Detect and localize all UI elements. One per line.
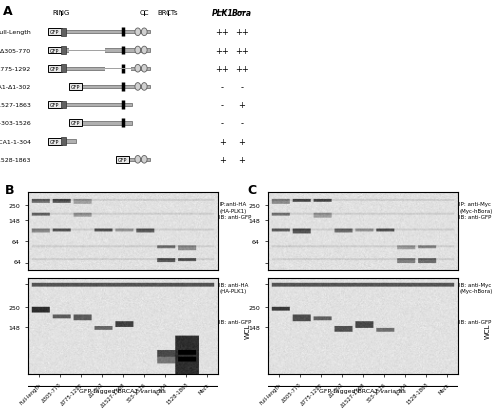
Text: WCL: WCL	[244, 323, 250, 338]
Text: GFP: GFP	[50, 48, 59, 53]
Text: IB: anti-GFP: IB: anti-GFP	[219, 214, 252, 219]
Text: BRCTs: BRCTs	[158, 10, 178, 16]
Text: +: +	[238, 155, 245, 164]
Text: GFP-BRCA1-Δ1527-1863: GFP-BRCA1-Δ1527-1863	[0, 103, 31, 108]
Text: -: -	[221, 119, 224, 128]
Text: GFP-BRCA1-Δ775-1292: GFP-BRCA1-Δ775-1292	[0, 66, 31, 71]
Text: GFP-BRCA1-Δ1-302: GFP-BRCA1-Δ1-302	[0, 85, 31, 90]
Text: ++: ++	[235, 46, 248, 55]
Text: -: -	[221, 101, 224, 110]
Text: IP:anti-HA: IP:anti-HA	[219, 202, 246, 207]
FancyBboxPatch shape	[69, 84, 82, 91]
Text: CC: CC	[140, 10, 149, 16]
Text: WCL: WCL	[484, 323, 490, 338]
FancyBboxPatch shape	[69, 120, 82, 127]
Text: GFP-tagged BRCA1 variants: GFP-tagged BRCA1 variants	[319, 388, 406, 393]
Text: Bora: Bora	[232, 9, 252, 18]
Text: (Myc-hBora): (Myc-hBora)	[459, 208, 492, 213]
Text: IB: anti-GFP: IB: anti-GFP	[459, 320, 492, 325]
Text: +: +	[238, 101, 245, 110]
Bar	[61, 47, 66, 55]
Ellipse shape	[135, 83, 140, 91]
Bar	[104, 66, 130, 71]
Text: IP: anti-Myc: IP: anti-Myc	[459, 202, 491, 207]
FancyBboxPatch shape	[48, 102, 62, 109]
Bar	[55, 67, 150, 71]
FancyBboxPatch shape	[48, 66, 62, 73]
Text: (HA-PLK1): (HA-PLK1)	[219, 208, 246, 213]
Ellipse shape	[142, 29, 147, 36]
Text: ++: ++	[216, 28, 229, 37]
Text: (HA-PLK1): (HA-PLK1)	[219, 288, 246, 293]
Text: -: -	[240, 83, 244, 92]
Bar	[55, 104, 132, 107]
Text: GFP-BRCA1-1-304: GFP-BRCA1-1-304	[0, 139, 31, 144]
Text: IB: anti-HA: IB: anti-HA	[219, 282, 248, 287]
Bar	[55, 49, 150, 52]
Text: GFP: GFP	[50, 139, 59, 144]
Text: -: -	[221, 83, 224, 92]
Bar	[122, 158, 150, 161]
Ellipse shape	[142, 65, 147, 73]
Text: IB: anti-Myc: IB: anti-Myc	[459, 282, 492, 287]
Text: B: B	[5, 184, 15, 197]
Ellipse shape	[135, 156, 140, 164]
Bar	[76, 122, 132, 125]
Bar	[55, 140, 76, 143]
Text: IB: anti-GFP: IB: anti-GFP	[219, 320, 252, 325]
Bar	[55, 31, 150, 34]
FancyBboxPatch shape	[48, 47, 62, 55]
Ellipse shape	[135, 65, 140, 73]
Bar	[76, 85, 150, 89]
Ellipse shape	[142, 83, 147, 91]
Bar	[61, 102, 66, 109]
Text: +: +	[238, 137, 245, 146]
Text: PLK1: PLK1	[212, 9, 233, 18]
FancyBboxPatch shape	[48, 138, 62, 145]
Bar	[61, 65, 66, 73]
Text: +: +	[219, 137, 226, 146]
Text: GFP: GFP	[50, 103, 59, 108]
Text: ++: ++	[216, 46, 229, 55]
Text: GFP-BRCA1-Full-Length: GFP-BRCA1-Full-Length	[0, 30, 31, 35]
Ellipse shape	[135, 47, 140, 55]
Text: GFP: GFP	[71, 85, 81, 90]
Ellipse shape	[142, 156, 147, 164]
Text: GFP-tagged BRCA1 variants: GFP-tagged BRCA1 variants	[79, 388, 166, 393]
Ellipse shape	[135, 29, 140, 36]
Text: +: +	[219, 155, 226, 164]
Ellipse shape	[142, 47, 147, 55]
Text: C: C	[248, 184, 256, 197]
Bar	[61, 138, 66, 145]
Text: ++: ++	[235, 64, 248, 74]
Bar	[70, 48, 104, 53]
Text: GFP: GFP	[71, 121, 81, 126]
Text: GFP-BRCA1-1528-1863: GFP-BRCA1-1528-1863	[0, 157, 31, 162]
Text: 64: 64	[14, 260, 22, 265]
Text: ++: ++	[216, 64, 229, 74]
Text: GFP-BRCA1-303-1526: GFP-BRCA1-303-1526	[0, 121, 31, 126]
Text: IB: anti-GFP: IB: anti-GFP	[459, 214, 492, 219]
Text: (Myc-hBora): (Myc-hBora)	[459, 288, 492, 293]
Text: GFP: GFP	[50, 30, 59, 35]
Text: GFP: GFP	[50, 66, 59, 71]
Text: GFP-BRCA1-Δ305-770: GFP-BRCA1-Δ305-770	[0, 48, 31, 53]
Text: GFP: GFP	[118, 157, 127, 162]
FancyBboxPatch shape	[48, 29, 62, 36]
FancyBboxPatch shape	[116, 157, 129, 164]
Text: A: A	[2, 5, 12, 19]
Text: -: -	[240, 119, 244, 128]
Text: RING: RING	[52, 10, 70, 16]
Text: ++: ++	[235, 28, 248, 37]
Bar	[61, 29, 66, 36]
